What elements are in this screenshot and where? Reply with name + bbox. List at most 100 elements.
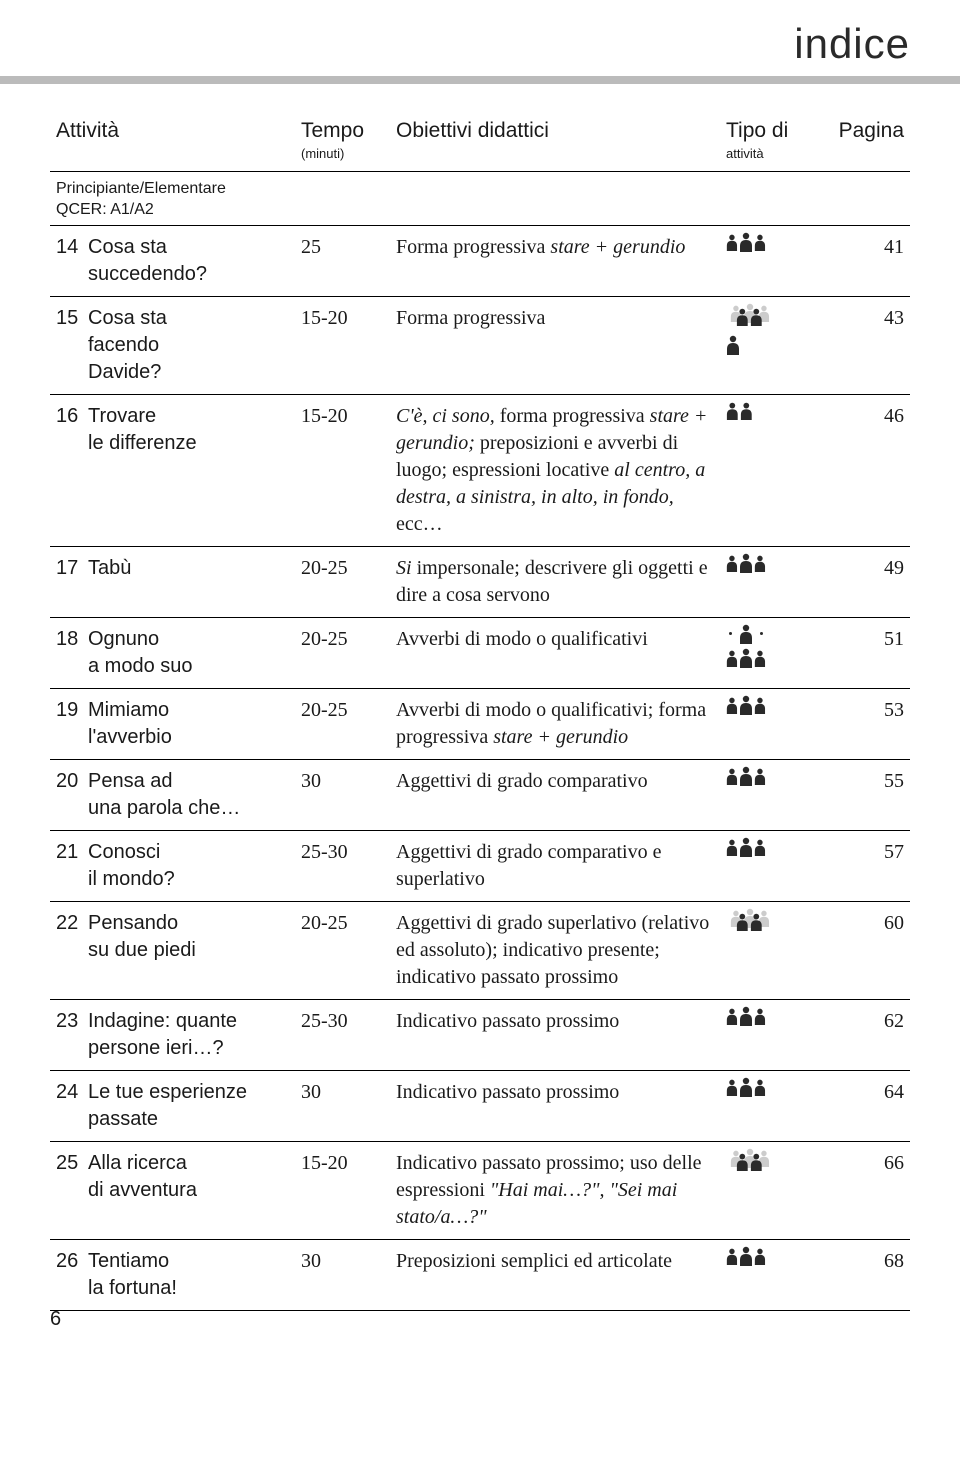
time-value: 15-20 [295,297,390,395]
row-number: 15 [50,297,82,395]
activity-name: Cosa stafacendoDavide? [82,297,295,395]
activity-name: Tentiamola fortuna! [82,1240,295,1311]
header-rule [50,76,910,84]
table-row: 20 Pensa aduna parola che… 30 Aggettivi … [50,760,910,831]
page-value: 66 [820,1142,910,1240]
time-value: 25-30 [295,831,390,902]
objectives-value: Indicativo passato prossimo [390,1000,720,1071]
activity-type-icons [720,689,820,760]
page-value: 62 [820,1000,910,1071]
page-value: 51 [820,618,910,689]
time-value: 30 [295,760,390,831]
objectives-value: Indicativo passato prossimo; uso delle e… [390,1142,720,1240]
page-value: 53 [820,689,910,760]
page-value: 41 [820,226,910,297]
activity-type-icons [720,1142,820,1240]
col-time-sublabel: (minuti) [301,145,384,163]
activity-type-icons [720,226,820,297]
level-header-row: Principiante/ElementareQCER: A1/A2 [50,171,910,225]
time-value: 15-20 [295,1142,390,1240]
table-row: 16 Trovarele differenze 15-20 C'è, ci so… [50,395,910,547]
page-value: 49 [820,547,910,618]
time-value: 20-25 [295,618,390,689]
activity-type-icons [720,831,820,902]
table-row: 25 Alla ricercadi avventura 15-20 Indica… [50,1142,910,1240]
activity-name: Indagine: quantepersone ieri…? [82,1000,295,1071]
page-value: 57 [820,831,910,902]
page-title: indice [50,0,910,76]
page-number: 6 [50,1308,61,1331]
activity-type-icons [720,760,820,831]
col-page-header: Pagina [820,109,910,171]
objectives-value: Si impersonale; descrivere gli oggetti e… [390,547,720,618]
activity-name: Conosciil mondo? [82,831,295,902]
table-row: 15 Cosa stafacendoDavide? 15-20 Forma pr… [50,297,910,395]
page-value: 46 [820,395,910,547]
level-header-cell: Principiante/ElementareQCER: A1/A2 [50,171,910,225]
row-number: 20 [50,760,82,831]
page-value: 64 [820,1071,910,1142]
activity-name: Pensa aduna parola che… [82,760,295,831]
row-number: 22 [50,902,82,1000]
objectives-value: Aggettivi di grado superlativo (relativo… [390,902,720,1000]
col-type-sublabel: attività [726,145,814,163]
page-value: 55 [820,760,910,831]
index-table: Attività Tempo (minuti) Obiettivi didatt… [50,109,910,1311]
col-activity-header: Attività [50,109,295,171]
page-value: 43 [820,297,910,395]
col-type-header: Tipo di attività [720,109,820,171]
time-value: 15-20 [295,395,390,547]
row-number: 18 [50,618,82,689]
activity-name: Tabù [82,547,295,618]
objectives-value: Preposizioni semplici ed articolate [390,1240,720,1311]
time-value: 20-25 [295,547,390,618]
table-row: 19 Mimiamol'avverbio 20-25 Avverbi di mo… [50,689,910,760]
row-number: 25 [50,1142,82,1240]
page-value: 60 [820,902,910,1000]
row-number: 23 [50,1000,82,1071]
activity-name: Trovarele differenze [82,395,295,547]
objectives-value: Forma progressiva stare + gerundio [390,226,720,297]
table-row: 26 Tentiamola fortuna! 30 Preposizioni s… [50,1240,910,1311]
activity-name: Le tue esperienzepassate [82,1071,295,1142]
row-number: 24 [50,1071,82,1142]
activity-name: Mimiamol'avverbio [82,689,295,760]
activity-type-icons [720,547,820,618]
page-container: indice Attività Tempo (minuti) Obiettivi… [0,0,960,1341]
table-row: 18 Ognunoa modo suo 20-25 Avverbi di mod… [50,618,910,689]
objectives-value: Avverbi di modo o qualificativi [390,618,720,689]
col-type-label: Tipo di [726,119,788,142]
col-activity-label: Attività [56,119,119,142]
activity-type-icons [720,1240,820,1311]
col-objectives-header: Obiettivi didattici [390,109,720,171]
time-value: 30 [295,1240,390,1311]
activity-name: Alla ricercadi avventura [82,1142,295,1240]
page-value: 68 [820,1240,910,1311]
table-row: 14 Cosa stasuccedendo? 25 Forma progress… [50,226,910,297]
time-value: 20-25 [295,902,390,1000]
table-row: 22 Pensandosu due piedi 20-25 Aggettivi … [50,902,910,1000]
col-time-label: Tempo [301,119,364,142]
col-objectives-label: Obiettivi didattici [396,119,549,142]
table-row: 23 Indagine: quantepersone ieri…? 25-30 … [50,1000,910,1071]
row-number: 14 [50,226,82,297]
activity-type-icons [720,395,820,547]
objectives-value: C'è, ci sono, forma progressiva stare + … [390,395,720,547]
row-number: 26 [50,1240,82,1311]
activity-name: Ognunoa modo suo [82,618,295,689]
row-number: 16 [50,395,82,547]
objectives-value: Avverbi di modo o qualificativi; forma p… [390,689,720,760]
table-row: 24 Le tue esperienzepassate 30 Indicativ… [50,1071,910,1142]
objectives-value: Indicativo passato prossimo [390,1071,720,1142]
activity-name: Cosa stasuccedendo? [82,226,295,297]
row-number: 17 [50,547,82,618]
activity-type-icons [720,297,820,395]
activity-type-icons [720,1000,820,1071]
time-value: 20-25 [295,689,390,760]
row-number: 21 [50,831,82,902]
col-page-label: Pagina [839,119,904,142]
activity-type-icons [720,1071,820,1142]
time-value: 25 [295,226,390,297]
activity-type-icons [720,618,820,689]
activity-type-icons [720,902,820,1000]
